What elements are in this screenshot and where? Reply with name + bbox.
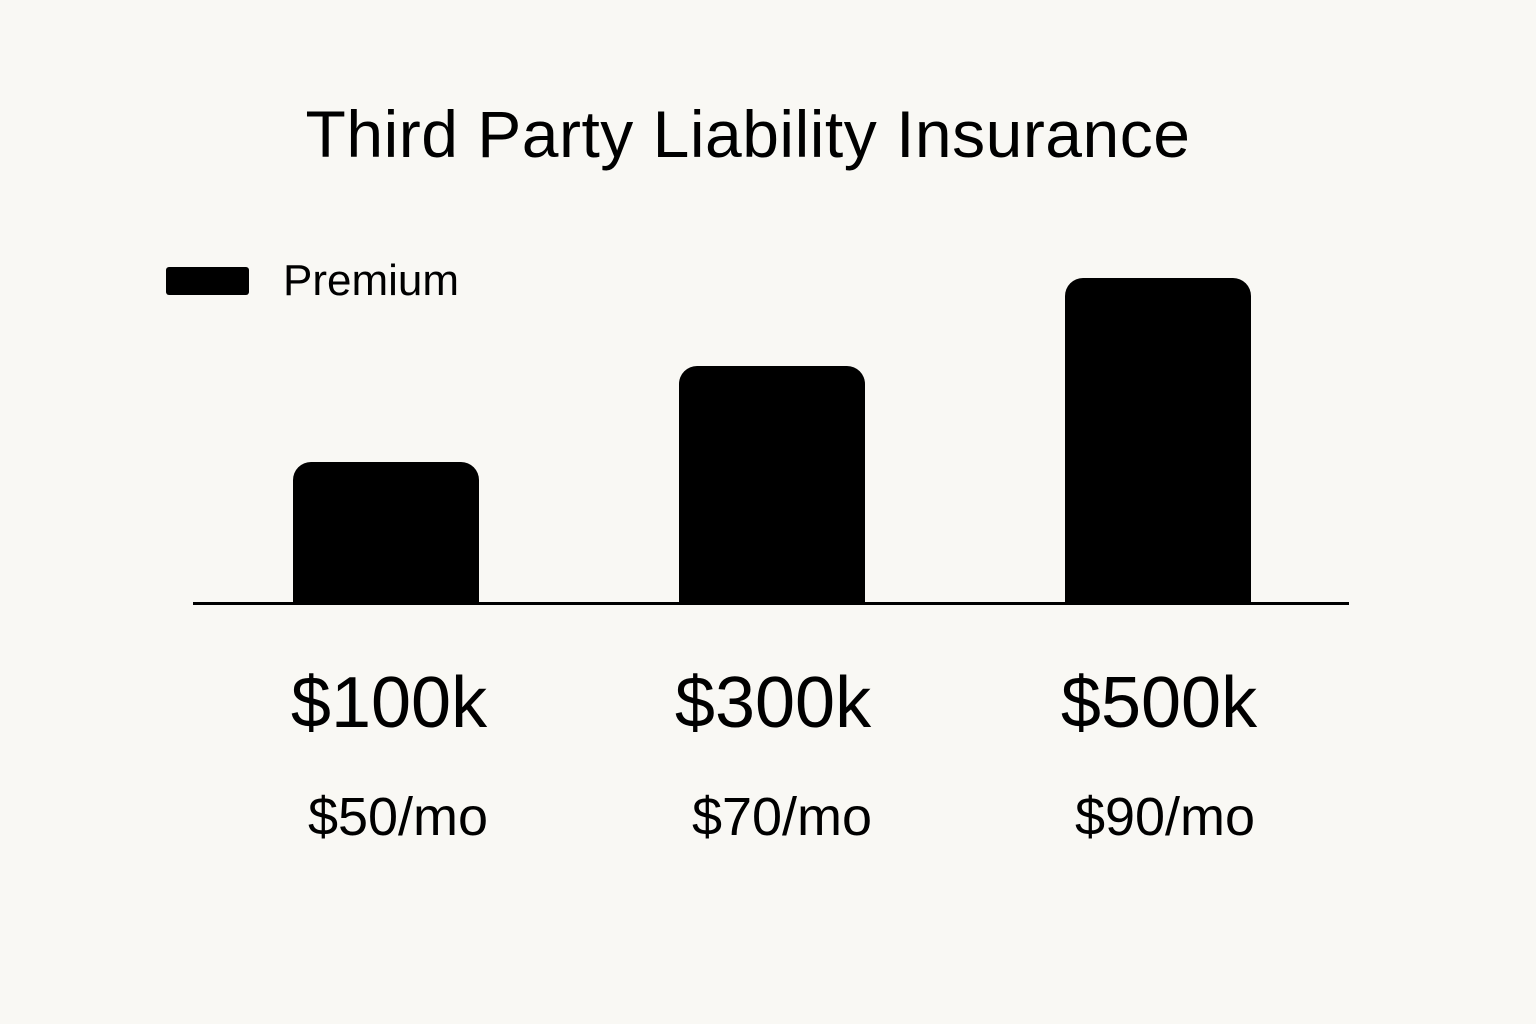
bar-500k <box>1065 278 1251 603</box>
legend-swatch-premium <box>166 267 249 295</box>
legend-label-premium: Premium <box>283 256 460 305</box>
bar-100k <box>293 462 479 603</box>
category-label: $100k <box>290 663 488 743</box>
bar-300k <box>679 366 865 603</box>
premium-label: $50/mo <box>307 787 489 847</box>
category-label: $500k <box>1060 663 1258 743</box>
premium-label: $90/mo <box>1074 787 1256 847</box>
chart-title: Third Party Liability Insurance <box>305 97 1191 171</box>
premium-label: $70/mo <box>691 787 873 847</box>
category-label: $300k <box>674 663 872 743</box>
x-axis-line <box>193 602 1349 605</box>
